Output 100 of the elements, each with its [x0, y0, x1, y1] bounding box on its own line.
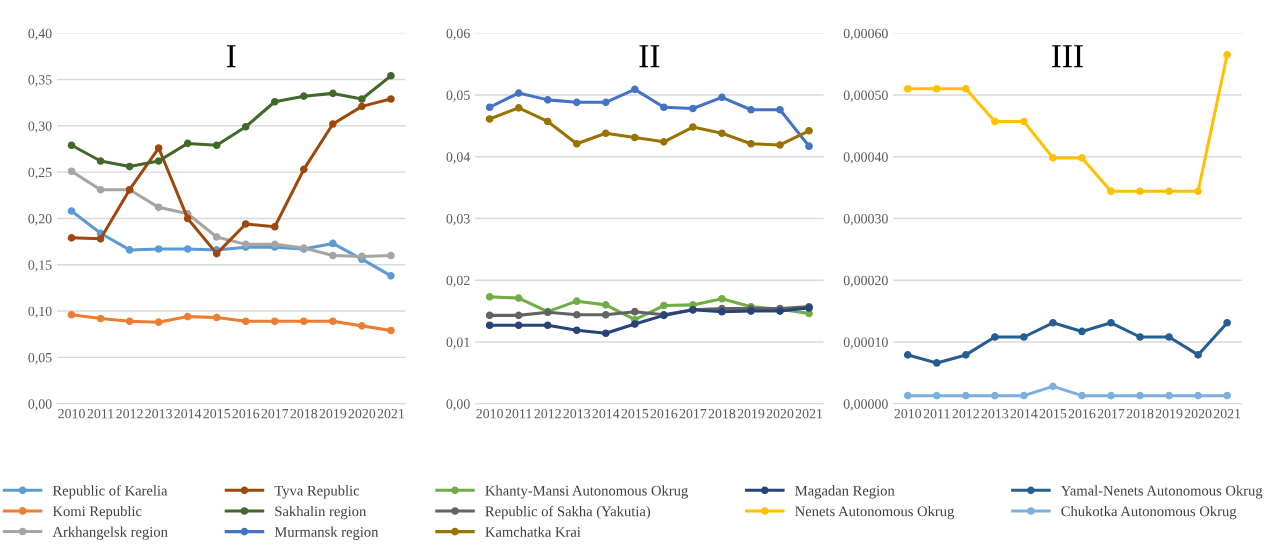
point [67, 207, 76, 215]
point [660, 103, 668, 112]
point [776, 105, 784, 114]
point [358, 102, 366, 111]
point [96, 185, 105, 194]
point [1107, 187, 1115, 196]
point [932, 84, 941, 93]
y-tick-label: 0,35 [28, 75, 52, 87]
point [962, 391, 970, 400]
point [1165, 333, 1173, 341]
x-tick-label: 2014 [174, 408, 202, 419]
y-tick-label: 0,10 [28, 306, 52, 319]
y-tick-label: 0,05 [28, 352, 52, 365]
x-tick-label: 2012 [116, 408, 143, 419]
point [903, 351, 912, 359]
y-tick-label: 0,00010 [843, 337, 888, 349]
y-tick-label: 0,15 [28, 260, 52, 272]
point [241, 220, 250, 228]
x-tick-label: 2016 [1068, 408, 1096, 419]
point [660, 138, 668, 146]
point [67, 167, 76, 176]
chart-title: I [226, 45, 236, 68]
x-tick-label: 2016 [232, 408, 260, 419]
point [601, 310, 610, 319]
point [1078, 391, 1086, 400]
point [660, 301, 668, 310]
point [1136, 333, 1144, 341]
point [932, 359, 941, 367]
point [514, 104, 523, 112]
point [125, 162, 134, 171]
legend-label: Nenets Autonomous Okrug [795, 505, 955, 520]
y-tick-label: 0,04 [446, 152, 471, 164]
point [485, 115, 494, 123]
point [387, 95, 395, 103]
y-tick-label: 0,00 [28, 399, 52, 411]
point [601, 301, 610, 309]
x-tick-label: 2013 [145, 408, 172, 419]
point [805, 142, 813, 151]
point [212, 313, 221, 322]
legend-label: Republic of Karelia [52, 485, 168, 499]
point [1223, 391, 1231, 400]
x-tick-label: 2014 [1010, 408, 1038, 419]
y-tick-label: 0,20 [28, 214, 52, 226]
point [718, 93, 726, 102]
point [329, 120, 337, 128]
point [96, 234, 105, 243]
point [1049, 382, 1057, 391]
point [485, 321, 494, 330]
point [1165, 391, 1173, 400]
x-tick-label: 2017 [1097, 408, 1125, 419]
x-tick-label: 2011 [923, 408, 950, 419]
point [358, 95, 366, 103]
y-tick-label: 0,00050 [843, 90, 888, 102]
point [747, 105, 755, 114]
point [543, 321, 552, 330]
point [962, 84, 970, 93]
point [932, 391, 941, 400]
point [329, 317, 337, 326]
point [1136, 391, 1144, 400]
x-tick-label: 2017 [261, 408, 289, 419]
point [1078, 154, 1086, 162]
point [329, 89, 337, 98]
y-tick-label: 0,00 [446, 399, 470, 411]
x-tick-label: 2020 [766, 408, 794, 419]
x-tick-label: 2011 [505, 408, 532, 419]
point [543, 117, 552, 126]
point [212, 249, 221, 258]
point [183, 312, 192, 321]
point [387, 272, 395, 280]
point [991, 333, 999, 341]
point [270, 317, 279, 326]
y-tick-label: 0,00000 [843, 399, 888, 411]
x-tick-label: 2010 [58, 408, 85, 419]
point [154, 203, 163, 212]
legend-label: Sakhalin region [275, 505, 367, 520]
point [154, 157, 163, 165]
point [241, 122, 250, 131]
point [572, 98, 581, 107]
y-tick-label: 0,00040 [843, 152, 888, 164]
y-tick-label: 0,01 [446, 337, 470, 349]
y-tick-label: 0,03 [446, 214, 470, 226]
y-tick-label: 0,00030 [843, 214, 888, 226]
x-tick-label: 2019 [319, 408, 347, 419]
point [630, 320, 639, 328]
point [1136, 187, 1144, 196]
point [601, 329, 610, 338]
point [299, 317, 308, 326]
point [1078, 327, 1086, 336]
point [329, 239, 337, 248]
legend-label: Kamchatka Krai [485, 526, 581, 537]
x-tick-label: 2021 [1213, 408, 1241, 419]
x-tick-label: 2015 [203, 408, 231, 419]
x-tick-label: 2012 [534, 408, 561, 419]
point [67, 310, 76, 319]
point [1223, 318, 1231, 327]
y-tick-label: 0,00060 [843, 28, 888, 41]
x-tick-label: 2021 [795, 408, 823, 419]
point [125, 246, 134, 254]
point [329, 251, 337, 260]
x-tick-label: 2010 [894, 408, 922, 419]
